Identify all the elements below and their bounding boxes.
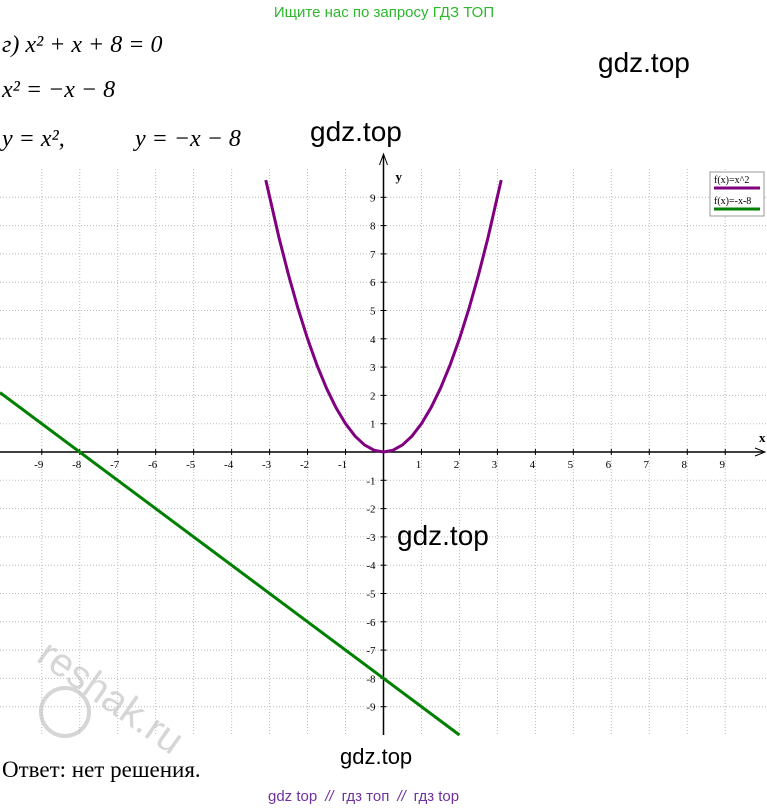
y-tick-label: -4 — [366, 560, 376, 572]
y-tick-label: 2 — [370, 390, 376, 402]
x-tick-label: -6 — [148, 459, 158, 471]
y-tick-label: -7 — [366, 645, 376, 657]
series-line — [0, 391, 461, 737]
y-tick-label: -8 — [366, 673, 376, 685]
watermark: reshak.ru — [30, 631, 192, 763]
y-tick-label: 4 — [370, 334, 376, 346]
watermark: gdz.top — [598, 47, 690, 78]
x-tick-label: 1 — [416, 459, 422, 471]
watermark: gdz.top — [340, 744, 412, 769]
x-tick-label: -3 — [262, 459, 272, 471]
x-tick-label: 5 — [568, 459, 574, 471]
search-hint: Ищите нас по запросу ГДЗ ТОП — [274, 4, 494, 21]
y-tick-label: 9 — [370, 192, 376, 204]
y-tick-label: -9 — [366, 702, 376, 714]
x-tick-label: -9 — [34, 459, 44, 471]
x-tick-label: -7 — [110, 459, 120, 471]
x-tick-label: 8 — [682, 459, 688, 471]
copyright-icon — [39, 686, 91, 738]
chart: -9 -8 -7 -6 -5 -4 -3 -2 -1 1 2 3 4 5 6 7 8 9 -9 -8 -7 -6 -5 -4 -… — [0, 152, 767, 737]
y-tick-label: -1 — [366, 475, 375, 487]
footer-link[interactable]: гдз топ — [342, 788, 390, 805]
x-tick-label: 4 — [530, 459, 536, 471]
y-tick-label: 6 — [370, 277, 376, 289]
x-tick-label: 9 — [719, 459, 725, 471]
x-axis-arrow — [754, 447, 767, 457]
equation: x² = −x − 8 — [1, 77, 115, 103]
equation: г) x² + x + 8 = 0 — [2, 32, 162, 58]
equation: y = −x − 8 — [133, 126, 241, 152]
legend-label: f(x)=-x-8 — [714, 196, 751, 207]
watermark: gdz.top — [397, 520, 489, 551]
x-tick-label: -1 — [338, 459, 347, 471]
y-tick-label: 5 — [370, 306, 376, 318]
x-tick-label: 2 — [454, 459, 460, 471]
footer-link[interactable]: гдз top — [414, 788, 459, 805]
watermark: gdz.top — [310, 116, 402, 147]
x-tick-label: 3 — [492, 459, 498, 471]
x-tick-label: 7 — [644, 459, 650, 471]
y-axis-label: y — [396, 169, 403, 184]
x-axis-label: x — [759, 430, 766, 445]
footer-link[interactable]: gdz top — [268, 788, 317, 805]
x-tick-label: -4 — [224, 459, 234, 471]
x-tick-label: -2 — [300, 459, 309, 471]
footer-separator: // — [324, 788, 335, 805]
y-tick-label: -3 — [366, 532, 376, 544]
x-tick-label: -5 — [186, 459, 196, 471]
answer: Ответ: нет решения. — [2, 757, 201, 782]
y-tick-label: 3 — [370, 362, 376, 374]
x-tick-label: -8 — [72, 459, 82, 471]
y-tick-label: 8 — [370, 221, 376, 233]
y-axis-arrow — [379, 152, 388, 166]
series-line — [264, 179, 503, 454]
footer: gdz top // гдз топ // гдз top — [268, 788, 459, 805]
y-tick-label: 1 — [370, 419, 376, 431]
y-tick-label: -2 — [366, 504, 375, 516]
x-tick-label: 6 — [606, 459, 612, 471]
y-tick-label: 7 — [370, 249, 376, 261]
footer-separator: // — [396, 788, 407, 805]
legend-label: f(x)=x^2 — [714, 175, 749, 186]
equation: y = x², — [0, 126, 65, 152]
y-tick-label: -6 — [366, 617, 376, 629]
y-tick-label: -5 — [366, 589, 376, 601]
